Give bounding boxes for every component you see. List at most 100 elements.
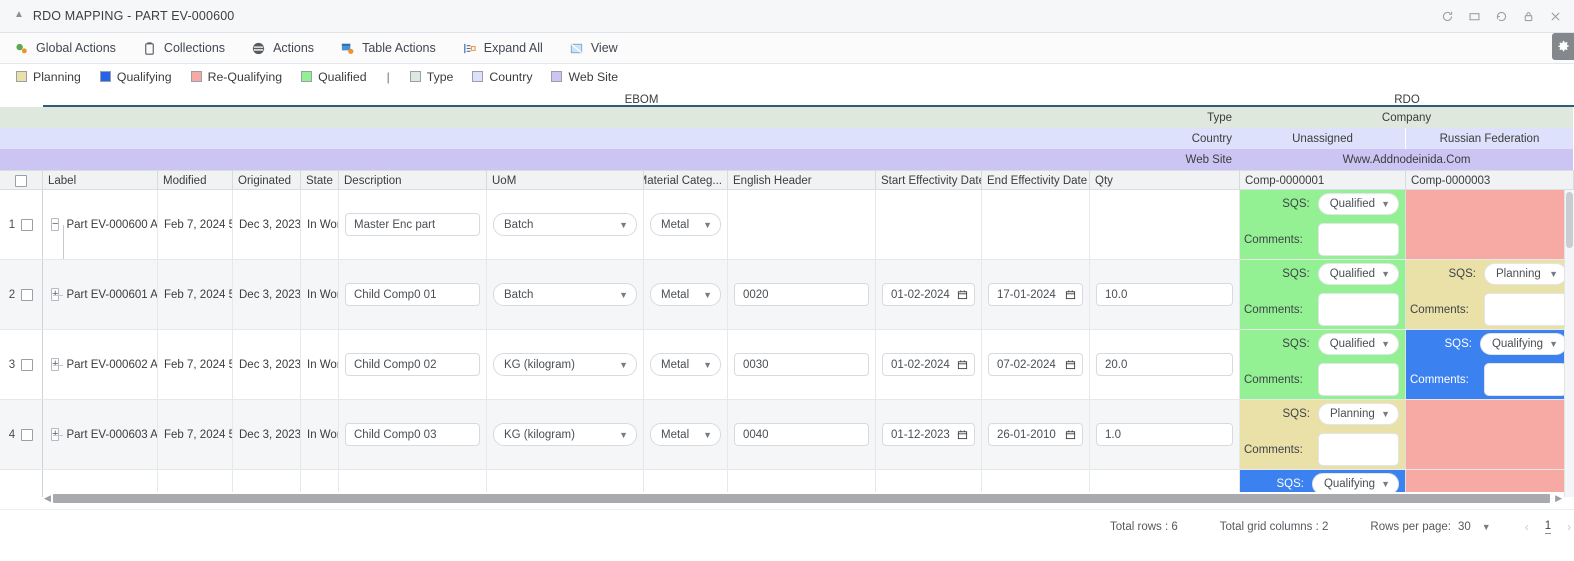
horizontal-scrollbar[interactable]: ◀ ▶: [43, 492, 1564, 505]
uom-select[interactable]: KG (kilogram) ▼: [493, 353, 637, 376]
lock-icon[interactable]: [1521, 10, 1535, 24]
scroll-left-arrow-icon[interactable]: ◀: [44, 493, 51, 503]
maximize-icon[interactable]: [1467, 10, 1481, 24]
vertical-scrollbar-thumb[interactable]: [1566, 192, 1573, 248]
close-icon[interactable]: [1548, 10, 1562, 24]
legend-item-qualified: Qualified: [301, 70, 367, 84]
uom-select[interactable]: Batch ▼: [493, 283, 637, 306]
sqs-select[interactable]: Qualified ▼: [1317, 263, 1399, 285]
description-input[interactable]: Child Comp0 01: [345, 283, 480, 306]
column-header-start-effectivity-date[interactable]: Start Effectivity Date: [876, 171, 982, 190]
toolbar-item-collections[interactable]: Collections: [142, 41, 225, 56]
restore-icon[interactable]: [1494, 10, 1508, 24]
vertical-scrollbar[interactable]: [1564, 190, 1574, 497]
row-checkbox[interactable]: [21, 358, 34, 371]
start-date-input[interactable]: 01-12-2023: [882, 423, 975, 446]
date-value: 26-01-2010: [997, 428, 1056, 441]
part-label: Part EV-000602 A: [66, 358, 158, 371]
comments-input[interactable]: [1484, 293, 1567, 326]
row-checkbox[interactable]: [21, 288, 34, 301]
material-category-select[interactable]: Metal ▼: [650, 283, 721, 306]
sqs-select[interactable]: Planning ▼: [1484, 263, 1567, 285]
status-legend: Planning Qualifying Re-Qualifying Qualif…: [0, 64, 1574, 89]
qty-input[interactable]: 10.0: [1096, 283, 1233, 306]
select-all-checkbox[interactable]: [15, 174, 27, 187]
chevron-up-icon[interactable]: ▲: [14, 9, 24, 20]
material-category-select[interactable]: Metal ▼: [650, 423, 721, 446]
column-header-qty[interactable]: Qty: [1090, 171, 1240, 190]
qty-input[interactable]: 20.0: [1096, 353, 1233, 376]
sqs-select[interactable]: Qualified ▼: [1317, 333, 1399, 355]
toolbar-item-actions[interactable]: Actions: [251, 41, 314, 56]
toolbar-item-expand-all[interactable]: Expand All: [462, 41, 543, 56]
material-value: Metal: [661, 428, 690, 441]
refresh-icon[interactable]: [1440, 10, 1454, 24]
column-header-state[interactable]: State: [301, 171, 339, 190]
comments-input[interactable]: [1318, 363, 1399, 396]
scroll-right-arrow-icon[interactable]: ▶: [1555, 493, 1562, 503]
material-category-select[interactable]: Metal ▼: [650, 213, 721, 236]
end-date-input[interactable]: 17-01-2024: [988, 283, 1083, 306]
cell-originated: Dec 3, 2023...: [233, 470, 301, 497]
column-header-comp-0000001[interactable]: Comp-0000001: [1240, 171, 1406, 190]
rows-per-page-select[interactable]: 30 ▼: [1458, 521, 1491, 533]
attribute-value: Company: [1381, 111, 1432, 124]
tree-collapse-button[interactable]: −: [51, 218, 60, 231]
column-header-label[interactable]: Label: [43, 171, 158, 190]
description-input[interactable]: Child Comp0 02: [345, 353, 480, 376]
chevron-down-icon: ▼: [1549, 339, 1558, 349]
end-date-input[interactable]: 07-02-2024: [988, 353, 1083, 376]
comments-input[interactable]: [1318, 223, 1399, 256]
description-input[interactable]: Master Enc part: [345, 213, 480, 236]
comments-row: Comments:: [1244, 433, 1399, 466]
page-number[interactable]: 1: [1544, 520, 1552, 534]
english-header-input[interactable]: 0040: [734, 423, 869, 446]
cell-english-header: 0040: [728, 400, 876, 469]
legend-label: Qualifying: [116, 69, 172, 84]
toolbar-item-table-actions[interactable]: Table Actions: [340, 41, 436, 56]
qty-input[interactable]: 1.0: [1096, 423, 1233, 446]
cell-english-header: 0020: [728, 260, 876, 329]
prev-page-button[interactable]: ‹: [1524, 520, 1529, 534]
english-header-input[interactable]: 0030: [734, 353, 869, 376]
uom-select[interactable]: Batch ▼: [493, 213, 637, 236]
comments-input[interactable]: [1484, 363, 1567, 396]
start-date-input[interactable]: 01-02-2024: [882, 283, 975, 306]
end-date-input[interactable]: 26-01-2010: [988, 423, 1083, 446]
column-header-description[interactable]: Description: [339, 171, 487, 190]
sqs-select[interactable]: Planning ▼: [1318, 403, 1399, 425]
cell-rdo-comp-0000003: SQS: Qualifying ▼ Comments:: [1406, 330, 1574, 399]
comments-input[interactable]: [1318, 433, 1399, 466]
start-date-input[interactable]: 01-02-2024: [882, 353, 975, 376]
column-header-english-header[interactable]: English Header: [728, 171, 876, 190]
sqs-label: SQS:: [1282, 338, 1310, 350]
column-header-modified[interactable]: Modified: [158, 171, 233, 190]
english-header-input[interactable]: 0020: [734, 283, 869, 306]
horizontal-scrollbar-thumb[interactable]: [53, 494, 1550, 503]
description-input[interactable]: Child Comp0 03: [345, 423, 480, 446]
sqs-select[interactable]: Qualifying ▼: [1311, 473, 1399, 495]
column-header-originated[interactable]: Originated: [233, 171, 301, 190]
cell-start-date: 01-02-2024: [876, 260, 982, 329]
column-header-comp-0000003[interactable]: Comp-0000003: [1406, 171, 1574, 190]
column-header-uom[interactable]: UoM: [487, 171, 644, 190]
toolbar-item-global-actions[interactable]: Global Actions: [14, 41, 116, 56]
next-page-button[interactable]: ›: [1567, 520, 1572, 534]
row-number: 1: [8, 218, 16, 231]
toolbar-item-view[interactable]: View: [569, 41, 618, 56]
row-number: 2: [8, 288, 16, 301]
sqs-select[interactable]: Qualifying ▼: [1479, 333, 1567, 355]
uom-select[interactable]: KG (kilogram) ▼: [493, 423, 637, 446]
column-header-material-category[interactable]: Material Categ...: [644, 171, 728, 190]
cell-material-category: Metal ▼: [644, 400, 728, 469]
row-checkbox[interactable]: [21, 428, 34, 441]
cell-qty: 20.0: [1090, 330, 1240, 399]
settings-gear-button[interactable]: [1552, 33, 1574, 60]
row-checkbox[interactable]: [21, 218, 34, 231]
sqs-select[interactable]: Qualified ▼: [1317, 193, 1399, 215]
cell-state: In Work: [301, 470, 339, 497]
legend-item-re-qualifying: Re-Qualifying: [190, 70, 282, 84]
column-header-end-effectivity-date[interactable]: End Effectivity Date: [982, 171, 1090, 190]
material-category-select[interactable]: Metal ▼: [650, 353, 721, 376]
comments-input[interactable]: [1318, 293, 1399, 326]
